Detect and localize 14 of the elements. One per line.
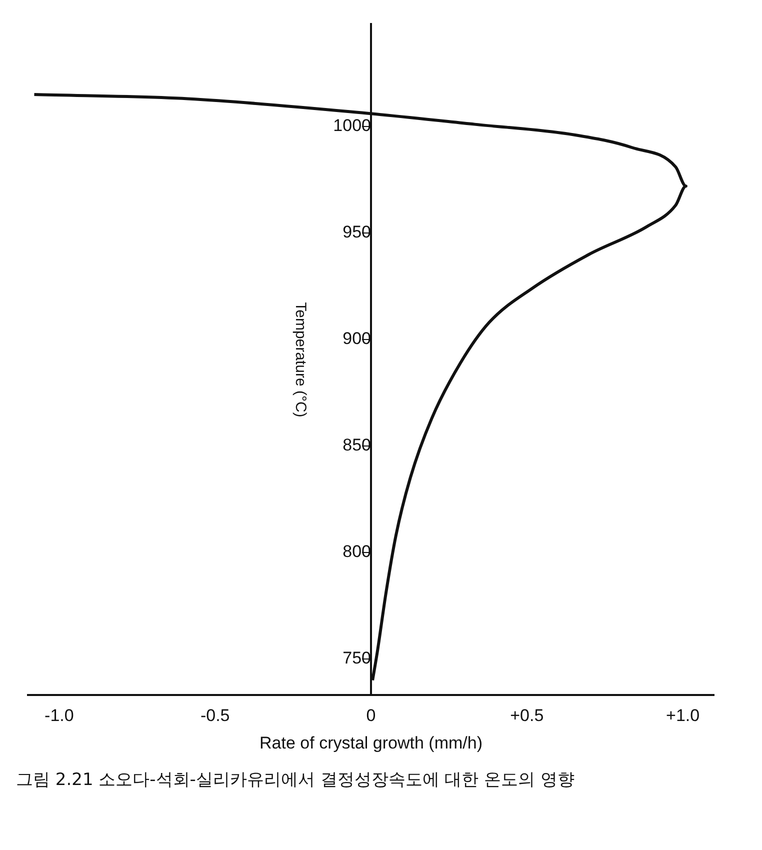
caption: 그림 2.21 소오다-석회-실리카유리에서 결정성장속도에 대한 온도의 영향 (15, 769, 576, 791)
x-tick-label: -1.0 (44, 706, 74, 726)
y-tick-label: 750 (342, 648, 371, 668)
y-tick-label: 800 (342, 542, 371, 562)
x-tick-label: 0 (366, 706, 376, 726)
y-tick-label: 850 (342, 436, 371, 455)
x-axis-title: Rate of crystal growth (mm/h) (260, 733, 482, 752)
y-tick-label: 900 (342, 329, 371, 348)
y-tick-label: 1000 (333, 116, 371, 136)
x-tick-label: +0.5 (510, 706, 544, 726)
y-axis-title: Temperature (°C) (292, 302, 310, 418)
x-tick-label: +1.0 (666, 706, 700, 726)
y-tick-label: 950 (342, 222, 371, 242)
x-tick-label: -0.5 (200, 706, 230, 726)
